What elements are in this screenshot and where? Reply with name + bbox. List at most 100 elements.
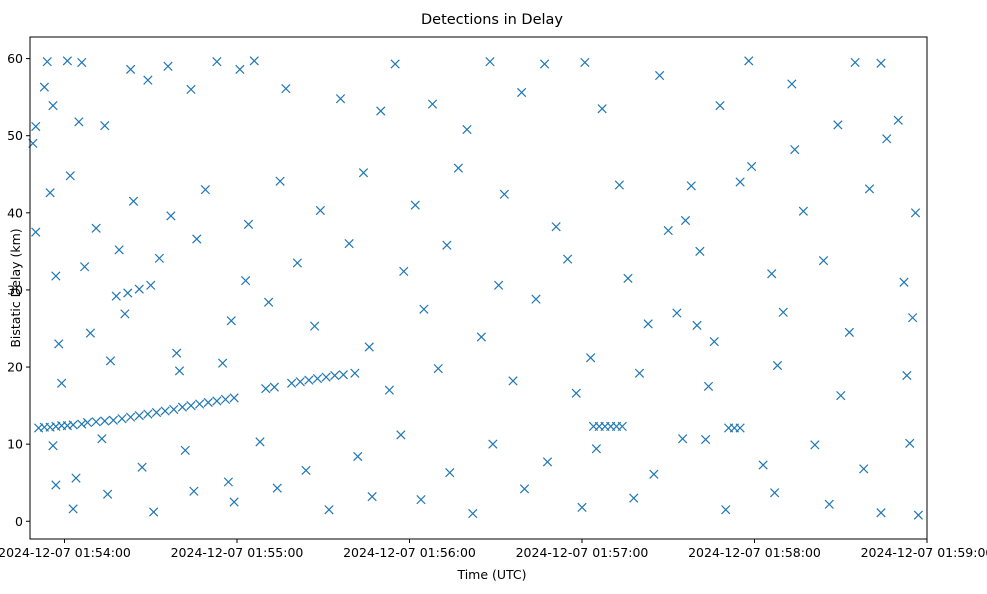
data-point: [111, 291, 121, 301]
data-point: [680, 215, 691, 226]
data-point: [715, 101, 725, 111]
data-point: [367, 491, 377, 502]
data-point: [770, 488, 780, 498]
data-point: [709, 336, 719, 347]
data-point: [160, 406, 170, 416]
data-point: [243, 219, 254, 230]
data-point: [71, 473, 81, 483]
data-point: [212, 57, 222, 67]
data-point: [220, 394, 231, 405]
data-point: [128, 196, 139, 206]
data-point: [433, 363, 443, 374]
data-point: [39, 82, 49, 92]
data-point: [617, 421, 627, 432]
data-point: [180, 445, 190, 455]
data-point: [143, 75, 153, 85]
data-point: [672, 308, 682, 318]
data-point: [301, 465, 311, 475]
data-point: [344, 239, 354, 249]
data-point: [864, 184, 875, 194]
plot-frame: [29, 36, 928, 540]
data-point: [174, 366, 185, 376]
data-point: [744, 56, 754, 66]
data-point: [468, 508, 478, 519]
data-point: [68, 504, 78, 514]
data-point: [100, 121, 110, 131]
data-point: [31, 227, 41, 237]
data-point: [212, 396, 222, 406]
data-point: [77, 57, 87, 68]
data-point: [563, 254, 573, 264]
x-tick-label: 2024-12-07 01:58:00: [688, 545, 821, 560]
data-point: [772, 360, 783, 371]
data-point: [649, 469, 659, 479]
data-point: [143, 409, 153, 419]
x-tick-label: 2024-12-07 01:57:00: [516, 545, 649, 560]
data-point: [591, 444, 601, 454]
data-point: [292, 258, 302, 268]
x-tick-label: 2024-12-07 01:55:00: [171, 545, 304, 560]
data-point: [134, 284, 144, 294]
chart-title: Detections in Delay: [421, 12, 563, 28]
data-point: [778, 307, 788, 317]
data-point: [48, 441, 58, 451]
data-point: [117, 414, 127, 424]
data-point: [721, 505, 731, 515]
data-point: [427, 99, 438, 109]
data-point: [321, 372, 331, 382]
data-point: [384, 385, 394, 395]
data-point: [678, 434, 688, 444]
data-point: [859, 464, 869, 474]
data-point: [376, 106, 386, 116]
data-point: [735, 177, 745, 187]
data-point: [442, 240, 452, 250]
data-point: [74, 117, 84, 127]
data-point: [108, 415, 118, 425]
data-point: [476, 332, 486, 342]
data-point: [315, 205, 325, 216]
data-point: [629, 493, 639, 503]
data-point: [416, 495, 426, 505]
data-point: [844, 327, 854, 337]
data-point: [261, 384, 271, 394]
data-point: [192, 234, 202, 244]
data-point: [241, 276, 251, 286]
data-point: [692, 320, 702, 331]
data-point: [655, 70, 665, 81]
data-point: [68, 420, 78, 430]
data-point: [189, 486, 199, 496]
data-point: [899, 277, 909, 287]
data-point: [91, 417, 101, 427]
data-point: [287, 378, 297, 388]
data-point: [882, 134, 892, 144]
data-point: [571, 388, 581, 398]
data-point: [203, 397, 213, 408]
data-point: [531, 294, 541, 304]
data-point: [540, 59, 550, 69]
data-point: [798, 206, 808, 216]
data-point: [350, 368, 360, 378]
data-point: [410, 200, 420, 210]
y-axis-ticks: 0 10 20 30 40 50 60: [7, 51, 30, 529]
data-point: [229, 393, 239, 403]
data-point: [186, 400, 196, 411]
data-point: [499, 189, 509, 199]
data-point: [177, 402, 187, 412]
data-point: [137, 462, 147, 472]
data-point: [42, 57, 52, 67]
data-point: [272, 483, 282, 493]
data-point: [735, 423, 745, 433]
data-point: [100, 416, 110, 426]
data-point: [876, 58, 886, 68]
data-point: [419, 304, 429, 314]
data-point: [597, 104, 607, 114]
data-point: [146, 280, 156, 290]
data-point: [353, 451, 363, 462]
data-point: [364, 342, 374, 352]
data-point: [634, 368, 645, 378]
data-point: [123, 288, 133, 298]
data-point: [45, 188, 55, 198]
y-tick-label: 30: [7, 282, 23, 297]
data-point: [149, 507, 159, 517]
